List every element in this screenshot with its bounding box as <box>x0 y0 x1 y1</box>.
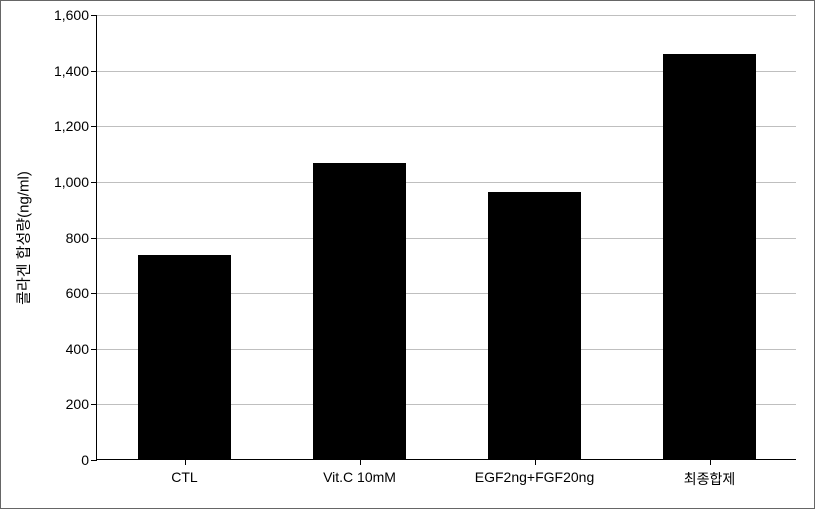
y-tick-label: 1,400 <box>54 63 97 79</box>
bars-layer <box>97 15 796 459</box>
chart-container: 02004006008001,0001,2001,4001,600CTLVit.… <box>0 0 815 509</box>
y-tick-label: 1,000 <box>54 174 97 190</box>
y-axis-title: 콜라겐 합성량(ng/ml) <box>13 171 34 305</box>
y-tick-label: 400 <box>66 341 97 357</box>
y-tick-label: 0 <box>81 452 97 468</box>
x-tick-mark <box>535 459 536 465</box>
y-tick-label: 800 <box>66 230 97 246</box>
bar <box>663 54 756 459</box>
x-tick-mark <box>185 459 186 465</box>
y-tick-label: 600 <box>66 285 97 301</box>
x-tick-mark <box>710 459 711 465</box>
y-tick-label: 1,600 <box>54 7 97 23</box>
y-tick-label: 1,200 <box>54 118 97 134</box>
bar <box>138 255 231 459</box>
bar <box>488 192 581 459</box>
x-tick-mark <box>360 459 361 465</box>
plot-area: 02004006008001,0001,2001,4001,600CTLVit.… <box>96 15 796 460</box>
bar <box>313 163 406 459</box>
y-tick-label: 200 <box>66 396 97 412</box>
